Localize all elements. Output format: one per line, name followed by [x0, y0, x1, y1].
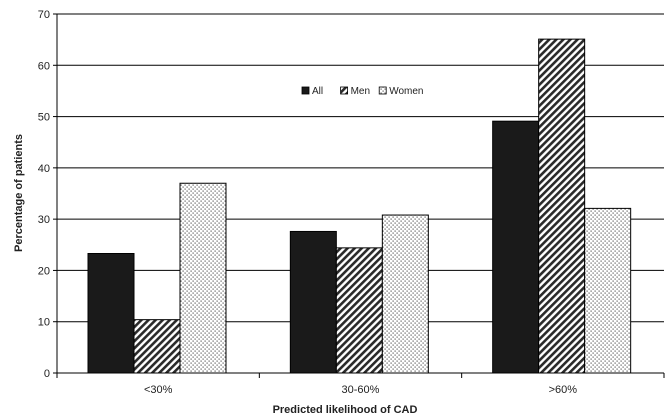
bar-women-1	[382, 215, 428, 373]
bar-all-2	[493, 121, 539, 373]
y-tick-label: 60	[38, 60, 50, 72]
bar-men-0	[134, 320, 180, 373]
y-tick-label: 0	[44, 368, 50, 380]
y-tick-label: 40	[38, 163, 50, 175]
y-tick-label: 30	[38, 214, 50, 226]
bar-women-2	[585, 208, 631, 373]
y-tick-label: 10	[38, 317, 50, 329]
y-axis-title: Percentage of patients	[13, 134, 25, 252]
bar-men-2	[539, 39, 585, 373]
x-tick-label: >60%	[549, 384, 578, 396]
legend-swatch-men	[341, 87, 348, 94]
y-tick-label: 70	[38, 9, 50, 21]
legend: All Men Women	[302, 86, 423, 97]
legend-swatch-women	[379, 87, 386, 94]
y-tick-label: 50	[38, 112, 50, 124]
legend-label-all: All	[312, 86, 323, 97]
bar-all-0	[88, 254, 134, 373]
bar-women-0	[180, 183, 226, 373]
x-axis-title: Predicted likelihood of CAD	[273, 404, 418, 416]
bar-all-1	[290, 231, 336, 373]
legend-swatch-all	[302, 87, 309, 94]
legend-label-men: Men	[351, 86, 370, 97]
bar-men-1	[336, 248, 382, 373]
y-tick-label: 20	[38, 265, 50, 277]
legend-label-women: Women	[389, 86, 423, 97]
x-tick-label: 30-60%	[342, 384, 380, 396]
x-tick-label: <30%	[144, 384, 173, 396]
